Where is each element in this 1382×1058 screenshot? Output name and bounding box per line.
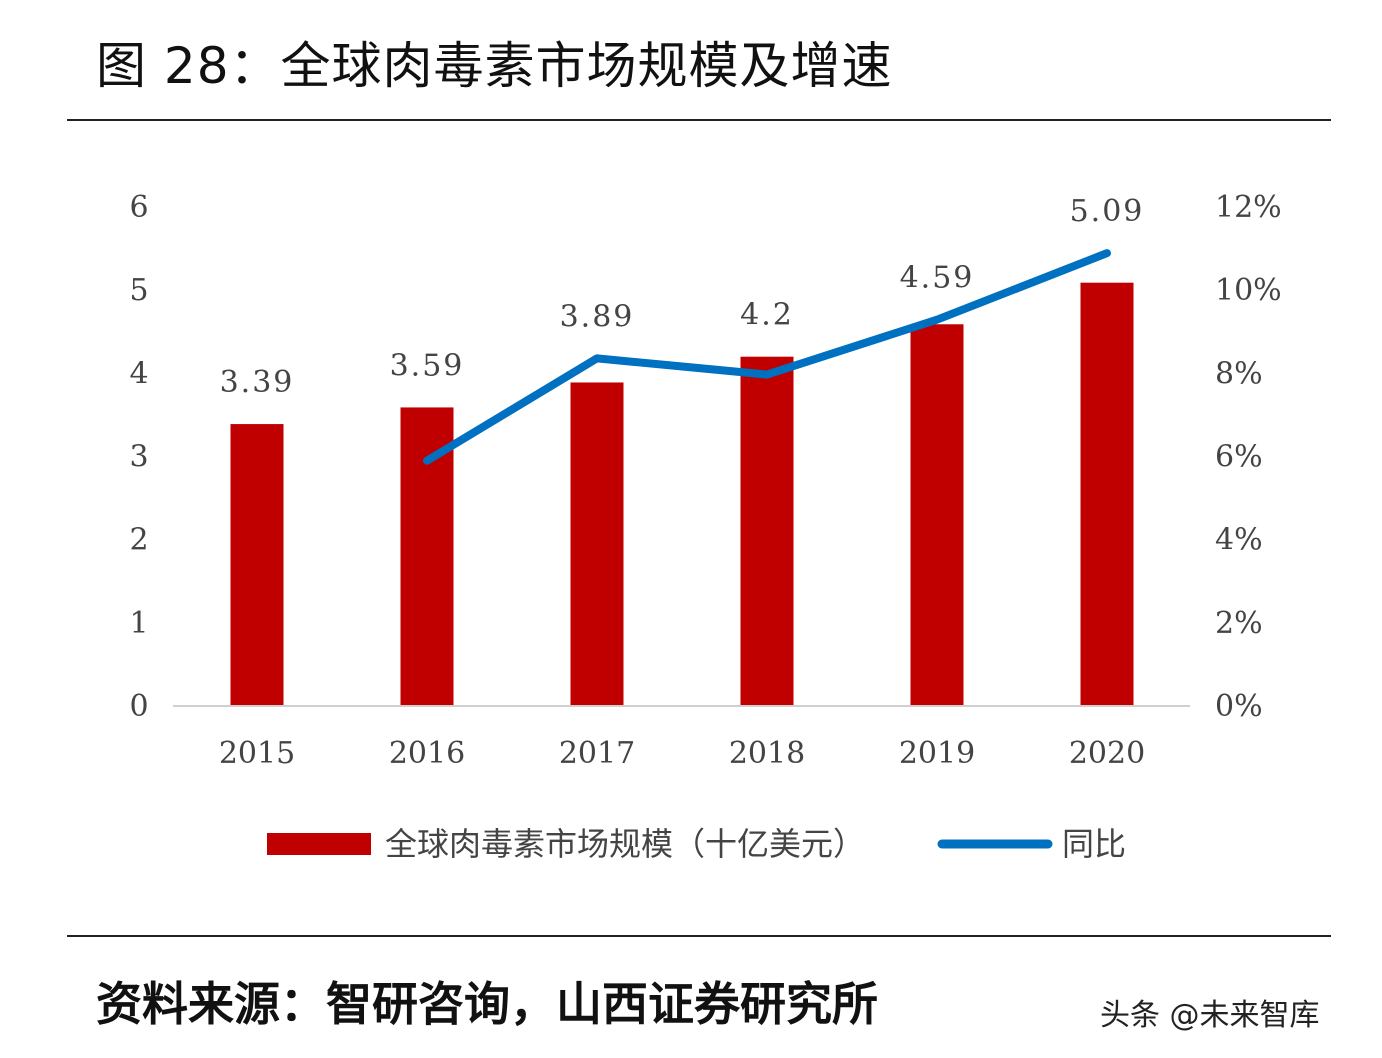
right-tick-label: 12% [1215,190,1282,225]
legend-line-label: 同比 [1062,825,1126,863]
left-tick-label: 6 [129,190,148,225]
x-tick-label: 2016 [389,736,465,771]
right-tick-label: 4% [1215,523,1263,558]
bar [230,424,284,706]
bar-data-label: 4.59 [900,261,975,296]
x-tick-label: 2019 [899,736,975,771]
left-tick-label: 5 [129,273,148,308]
chart-title: 图 28：全球肉毒素市场规模及增速 [96,37,893,95]
top-divider [67,119,1331,121]
bar [570,382,624,706]
bar-data-label: 3.39 [220,365,295,400]
chart: 0 1 2 3 4 5 6 0% 2% 4% 6% 8% 10% 12% 2015 3.39 2016 3.59 2… [129,190,1282,863]
right-tick-label: 6% [1215,440,1263,475]
bar [910,324,964,706]
bar-data-label: 3.59 [390,348,465,383]
legend-bar-label: 全球肉毒素市场规模（十亿美元） [385,825,865,863]
left-tick-label: 0 [129,689,148,724]
bar [1080,282,1134,706]
right-tick-label: 2% [1215,606,1263,641]
bar-data-label: 5.09 [1070,194,1145,229]
x-tick-label: 2017 [559,736,635,771]
x-tick-label: 2015 [219,736,295,771]
right-tick-label: 0% [1215,689,1263,724]
x-tick-label: 2018 [729,736,805,771]
left-tick-label: 4 [129,356,148,391]
bar-data-label: 4.2 [740,298,794,333]
bar-data-label: 3.89 [560,299,635,334]
left-tick-label: 2 [129,523,148,558]
watermark: 头条 @未来智库 [1100,998,1320,1033]
left-tick-label: 1 [129,606,148,641]
source-note: 资料来源：智研咨询，山西证券研究所 [96,977,878,1031]
right-tick-label: 10% [1215,273,1282,308]
left-tick-label: 3 [129,440,148,475]
right-tick-label: 8% [1215,356,1263,391]
bar [740,356,794,706]
x-tick-label: 2020 [1069,736,1145,771]
legend-bar-swatch [267,833,371,855]
bottom-divider [67,935,1331,937]
